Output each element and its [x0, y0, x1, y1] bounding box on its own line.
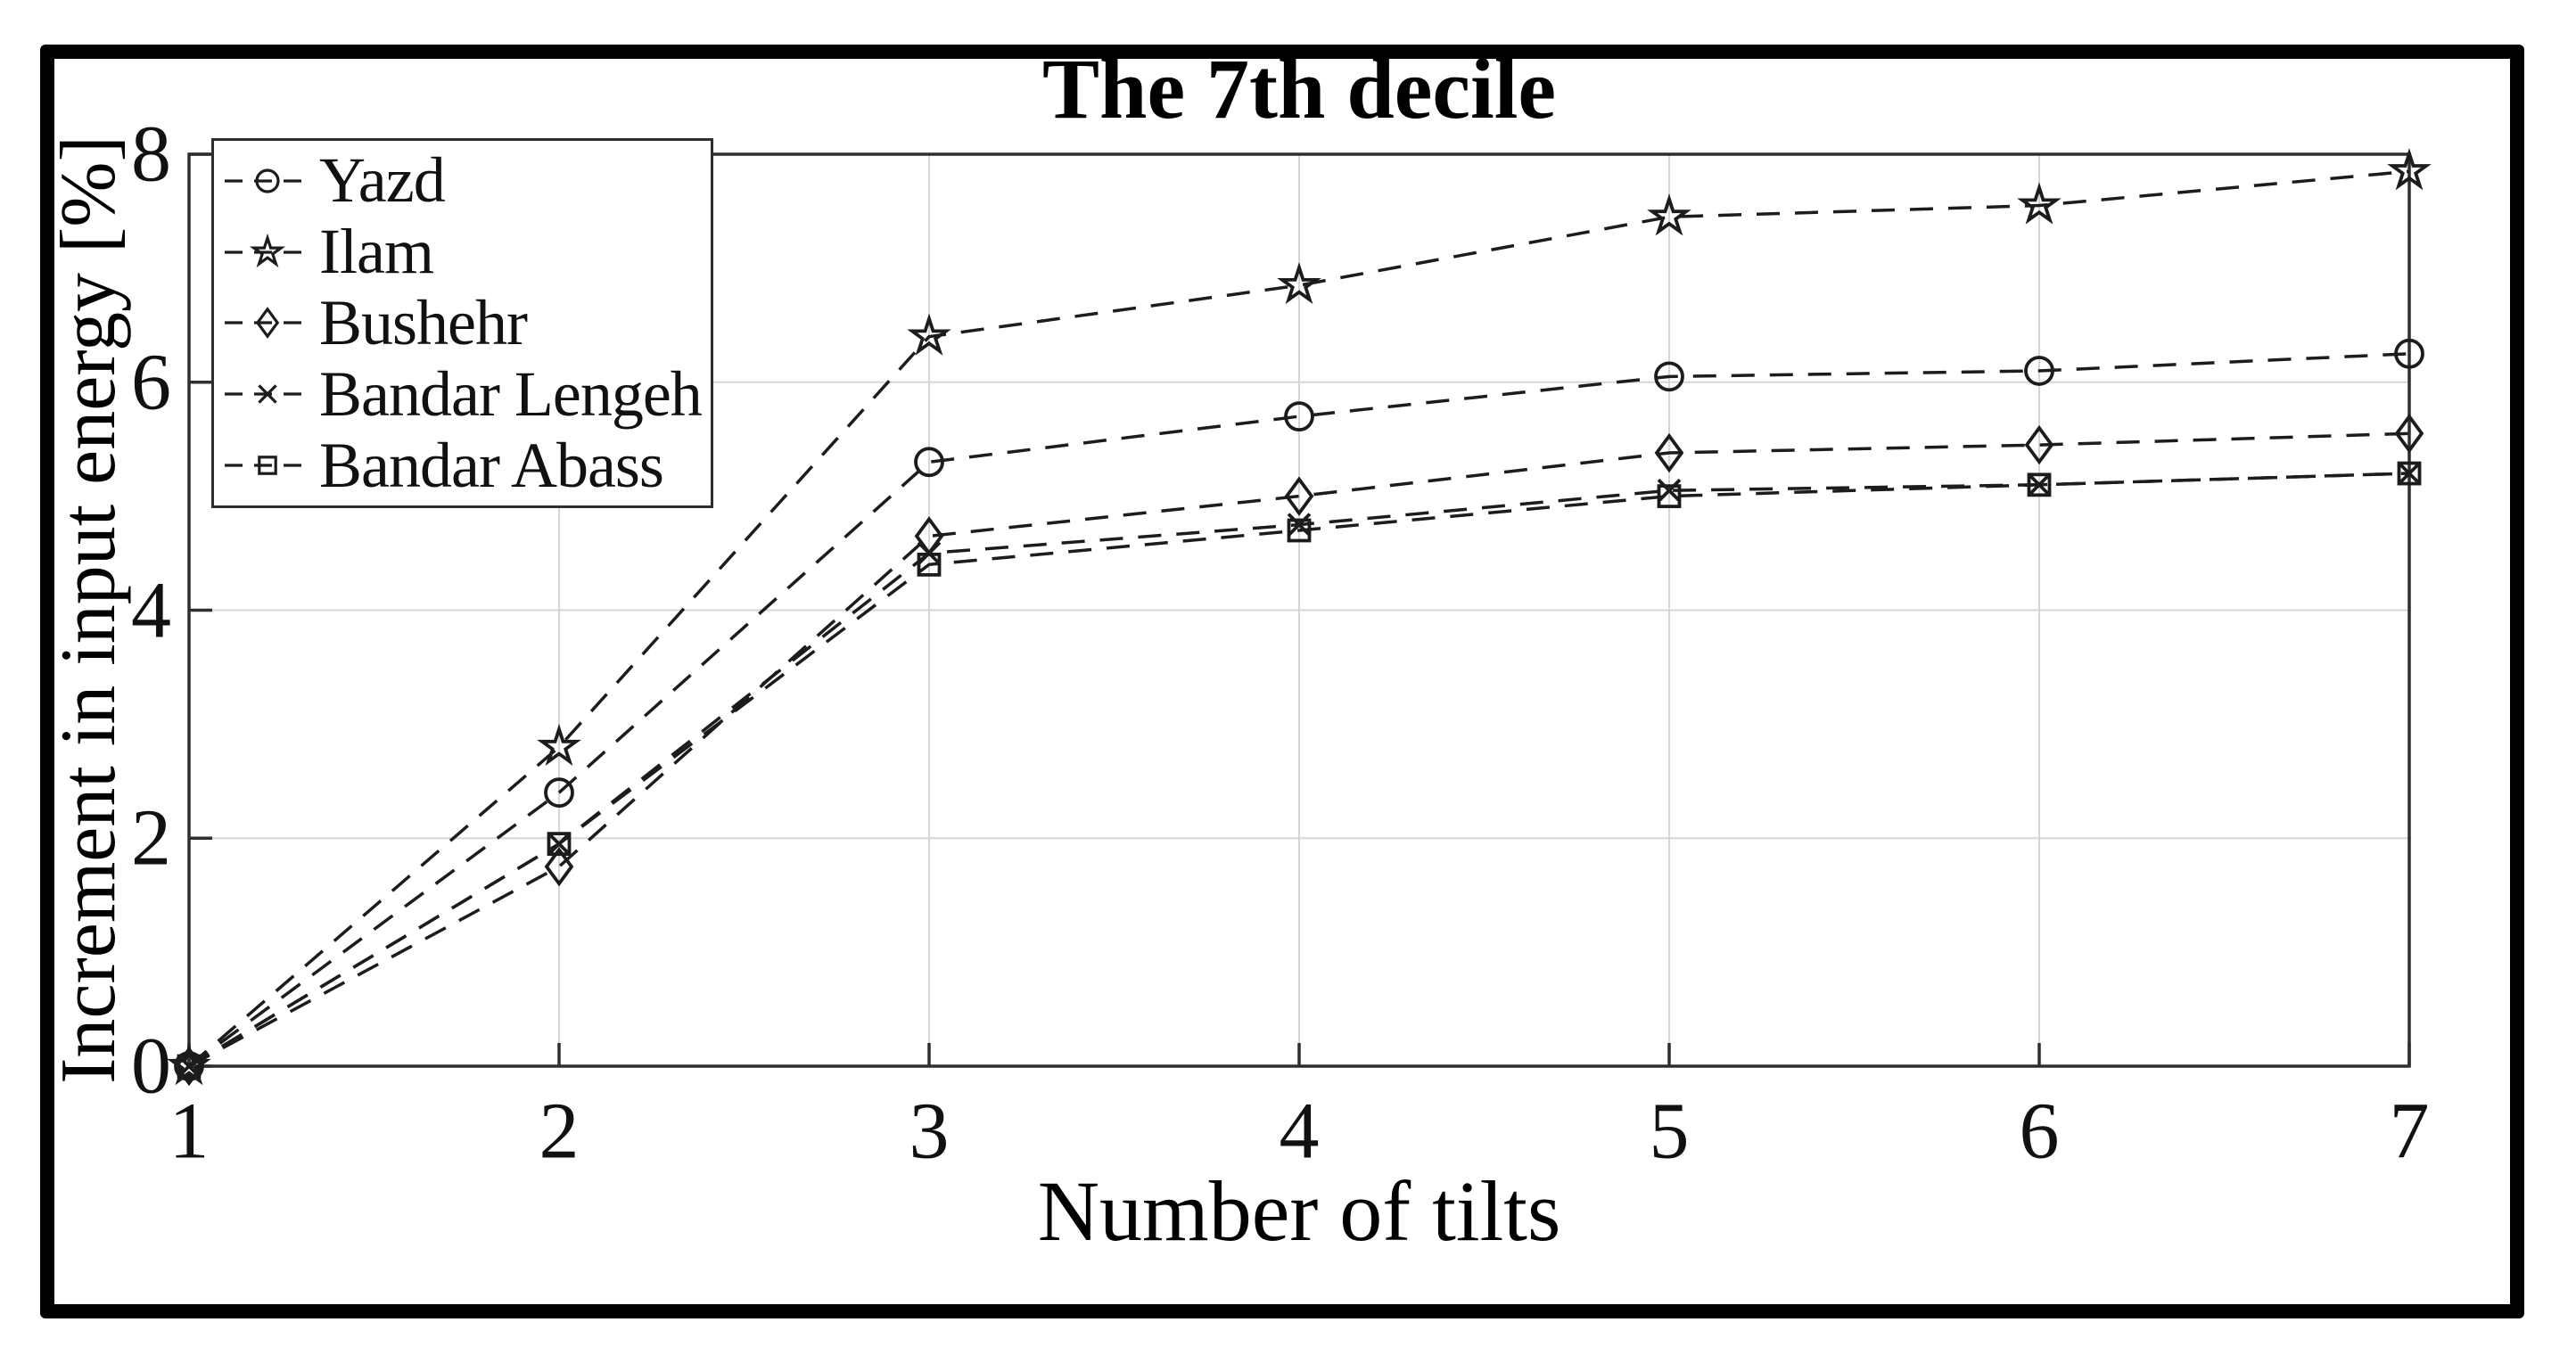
x-tick-label: 5	[1649, 1087, 1690, 1176]
legend-item-label: Bushehr	[319, 286, 528, 358]
star-marker-icon	[1277, 261, 1321, 305]
star-marker-icon	[2017, 182, 2062, 225]
legend-item: Bandar Abass	[223, 429, 711, 501]
square-marker-icon	[1657, 484, 1682, 509]
circle-marker-icon	[914, 447, 944, 478]
diamond-marker-icon	[255, 307, 280, 340]
y-tick-label: 2	[131, 793, 171, 883]
star-marker-icon	[907, 313, 951, 356]
legend-item: Bushehr	[223, 286, 711, 358]
y-tick-label: 0	[131, 1022, 171, 1111]
diamond-marker-icon	[544, 847, 574, 887]
legend-marker-x-icon	[225, 384, 310, 405]
circle-marker-icon	[1284, 401, 1314, 432]
diamond-marker-icon	[1284, 476, 1314, 516]
legend-item-label: Yazd	[319, 144, 446, 217]
circle-marker-icon	[255, 168, 280, 193]
x-tick-label: 3	[909, 1087, 950, 1176]
diamond-marker-icon	[2394, 414, 2424, 454]
circle-marker-icon	[2024, 356, 2054, 386]
x-tick-label: 6	[2019, 1087, 2060, 1176]
square-marker-icon	[917, 552, 942, 577]
y-tick-label: 4	[131, 566, 171, 654]
legend-marker-diamond-icon	[225, 307, 310, 340]
square-marker-icon	[1287, 518, 1312, 543]
legend-item-label: Bandar Abass	[319, 429, 664, 501]
x-marker-icon	[258, 384, 277, 405]
square-marker-icon	[258, 456, 277, 475]
star-marker-icon	[1647, 193, 1691, 236]
legend-marker-star-icon	[225, 233, 310, 267]
star-marker-icon	[537, 723, 581, 767]
x-tick-label: 1	[169, 1087, 210, 1176]
chart-title: The 7th decile	[1042, 41, 1556, 136]
x-tick-label: 7	[2389, 1087, 2430, 1176]
square-marker-icon	[547, 832, 572, 857]
diamond-marker-icon	[1654, 432, 1684, 473]
legend: Yazd Ilam Bushehr Bandar Lengeh Bandar Abass	[211, 138, 713, 508]
circle-marker-icon	[2394, 338, 2424, 369]
legend-marker-square-icon	[225, 456, 310, 475]
legend-item: Ilam	[223, 216, 711, 288]
square-marker-icon	[2027, 472, 2052, 497]
figure-border	[40, 45, 2524, 1318]
y-tick-label: 6	[131, 338, 171, 427]
legend-item: Bandar Lengeh	[223, 357, 711, 430]
legend-item-label: Bandar Lengeh	[319, 357, 703, 430]
legend-marker-circle-icon	[225, 168, 310, 193]
y-axis-label: Increment in input energy [%]	[45, 136, 132, 1084]
series-ilam	[167, 148, 2432, 1086]
x-tick-label: 4	[1279, 1087, 1320, 1176]
x-axis-label: Number of tilts	[1037, 1163, 1561, 1259]
circle-marker-icon	[1654, 361, 1684, 392]
star-marker-icon	[249, 233, 286, 267]
x-marker-icon	[1287, 513, 1312, 537]
series-bandar-abass	[177, 461, 2422, 1079]
square-marker-icon	[2397, 461, 2422, 486]
diamond-marker-icon	[2024, 424, 2054, 465]
y-tick-label: 8	[131, 110, 171, 199]
square-marker-icon	[177, 1054, 202, 1079]
x-tick-label: 2	[539, 1087, 580, 1176]
circle-marker-icon	[544, 777, 574, 808]
legend-item-label: Ilam	[319, 216, 434, 288]
legend-item: Yazd	[223, 144, 711, 217]
star-marker-icon	[2387, 148, 2432, 191]
